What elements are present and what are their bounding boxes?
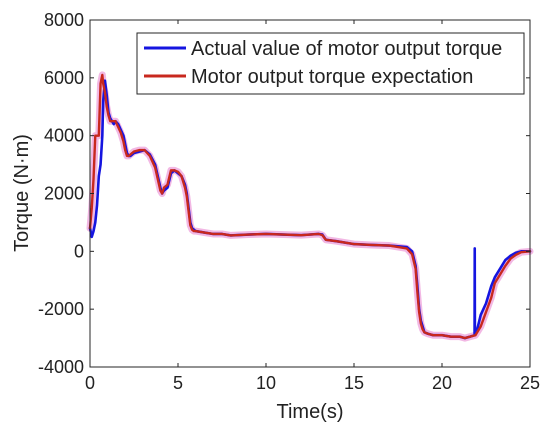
x-tick-label: 25 bbox=[520, 373, 540, 393]
x-tick-label: 0 bbox=[85, 373, 95, 393]
legend-label-actual: Actual value of motor output torque bbox=[191, 38, 502, 60]
x-tick-label: 20 bbox=[432, 373, 452, 393]
y-tick-label: 6000 bbox=[44, 68, 84, 88]
y-tick-label: 2000 bbox=[44, 184, 84, 204]
y-tick-label: -4000 bbox=[38, 357, 84, 377]
x-axis: 0 5 10 15 20 25 bbox=[85, 20, 540, 393]
x-tick-label: 10 bbox=[256, 373, 276, 393]
legend-label-expectation: Motor output torque expectation bbox=[191, 66, 473, 88]
y-tick-label: 4000 bbox=[44, 126, 84, 146]
y-tick-label: -2000 bbox=[38, 299, 84, 319]
x-axis-label: Time(s) bbox=[276, 401, 343, 423]
y-axis-label: Torque (N·m) bbox=[11, 134, 33, 252]
legend-box bbox=[136, 32, 525, 95]
series-layer bbox=[86, 71, 534, 342]
series-line-expectation bbox=[88, 73, 532, 340]
x-tick-label: 5 bbox=[173, 373, 183, 393]
y-tick-label: 8000 bbox=[44, 10, 84, 30]
legend: Actual value of motor output torque Moto… bbox=[136, 32, 525, 95]
y-tick-label: 0 bbox=[74, 241, 84, 261]
y-axis: -4000 -2000 0 2000 4000 6000 8000 bbox=[38, 10, 530, 377]
x-tick-label: 15 bbox=[344, 373, 364, 393]
